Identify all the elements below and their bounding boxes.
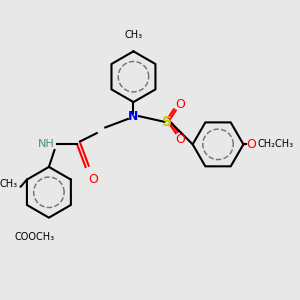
Text: COOCH₃: COOCH₃ [15, 232, 55, 242]
Text: CH₂CH₃: CH₂CH₃ [257, 140, 294, 149]
Text: NH: NH [38, 140, 55, 149]
Text: O: O [88, 172, 98, 186]
Text: N: N [128, 110, 139, 123]
Text: S: S [162, 115, 172, 129]
Text: O: O [246, 138, 256, 151]
Text: CH₃: CH₃ [124, 30, 142, 40]
Text: CH₃: CH₃ [0, 179, 18, 189]
Text: O: O [176, 98, 186, 110]
Text: O: O [176, 133, 186, 146]
